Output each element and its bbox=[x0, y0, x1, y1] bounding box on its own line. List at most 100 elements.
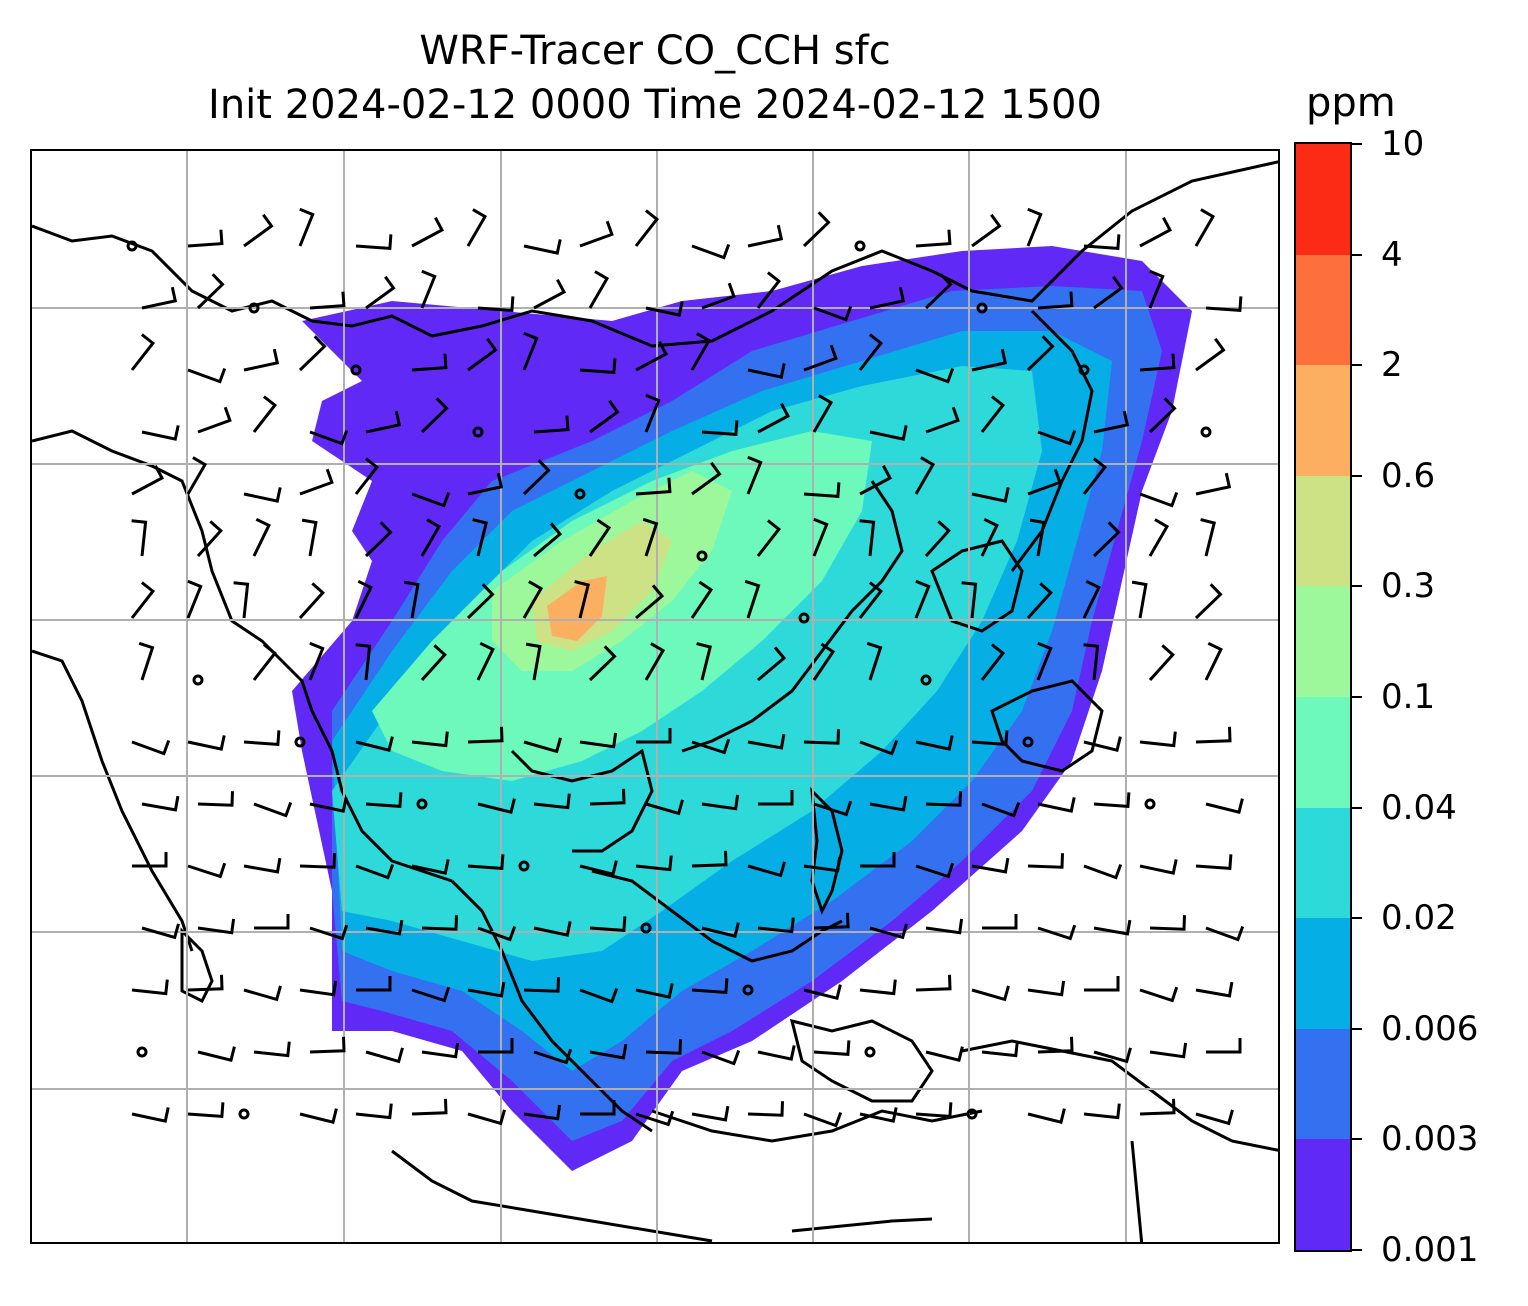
wind-barb bbox=[477, 798, 516, 815]
wind-barb bbox=[971, 730, 1009, 747]
wind-barb bbox=[355, 1103, 393, 1120]
wind-barb bbox=[1148, 269, 1165, 309]
colorbar-tick bbox=[1352, 1027, 1362, 1030]
wind-barb bbox=[757, 917, 795, 934]
wind-barb bbox=[869, 425, 908, 441]
wind-barb bbox=[1149, 915, 1186, 931]
wind-barb bbox=[356, 976, 392, 992]
wind-barb bbox=[411, 491, 451, 508]
wind-barb bbox=[1027, 980, 1066, 997]
wind-barb bbox=[579, 358, 617, 375]
wind-barb bbox=[420, 644, 447, 682]
wind-barb bbox=[1195, 854, 1233, 871]
wind-barb bbox=[859, 979, 897, 996]
wind-barb bbox=[971, 985, 1010, 1002]
wind-barb bbox=[533, 278, 567, 310]
wind-barb bbox=[691, 850, 728, 868]
wind-barb bbox=[635, 855, 673, 872]
wind-barb bbox=[589, 1043, 628, 1060]
wind-barb bbox=[914, 456, 936, 495]
colorbar-tick-label: 0.6 bbox=[1381, 455, 1436, 496]
wind-barb bbox=[635, 477, 672, 496]
wind-barb bbox=[365, 919, 404, 936]
wind-barb bbox=[243, 730, 281, 747]
map-title-line1: WRF-Tracer CO_CCH sfc bbox=[419, 28, 891, 74]
wind-barb bbox=[747, 1101, 784, 1117]
colorbar-tick bbox=[1352, 806, 1362, 809]
wind-barb bbox=[131, 739, 171, 756]
wind-barb bbox=[802, 211, 831, 248]
wind-barb bbox=[141, 425, 180, 441]
wind-barb bbox=[420, 397, 449, 434]
wind-barb bbox=[467, 1109, 506, 1126]
wind-barb bbox=[411, 1098, 448, 1116]
wind-barb bbox=[701, 420, 739, 437]
wind-barb bbox=[309, 924, 349, 941]
calm-wind-marker bbox=[472, 426, 484, 438]
wind-barb bbox=[860, 852, 896, 868]
wind-barb bbox=[1083, 1103, 1121, 1120]
wind-barb bbox=[756, 271, 782, 309]
wind-barb bbox=[523, 977, 560, 993]
wind-barb bbox=[298, 207, 315, 247]
wind-barb bbox=[1082, 579, 1101, 619]
colorbar-segment bbox=[1296, 807, 1350, 919]
colorbar-tick-label: 0.3 bbox=[1381, 566, 1436, 607]
colorbar-segment bbox=[1296, 918, 1350, 1029]
map-panel[interactable] bbox=[30, 149, 1280, 1244]
wind-barb bbox=[971, 857, 1010, 874]
colorbar-tick bbox=[1352, 143, 1362, 145]
calm-wind-marker bbox=[1022, 736, 1034, 748]
wind-barb bbox=[1037, 291, 1074, 310]
wind-barb bbox=[1037, 924, 1077, 941]
wind-barb bbox=[701, 282, 736, 310]
wind-barbs bbox=[126, 207, 1245, 1128]
wind-barb bbox=[466, 583, 495, 620]
wind-barb bbox=[1027, 468, 1062, 496]
colorbar-tick bbox=[1352, 474, 1362, 477]
wind-barb bbox=[636, 728, 672, 744]
wind-barb bbox=[982, 914, 1018, 930]
wind-barb bbox=[980, 643, 1006, 681]
wind-barb bbox=[411, 731, 449, 748]
wind-barb bbox=[589, 399, 620, 434]
wind-barb bbox=[803, 729, 840, 745]
wind-barb bbox=[812, 517, 829, 557]
colorbar-tick-label: 2 bbox=[1381, 345, 1403, 386]
wind-barb bbox=[645, 301, 684, 317]
wind-barb bbox=[253, 801, 293, 818]
wind-barb bbox=[1139, 731, 1177, 748]
contour-0-6 bbox=[547, 576, 607, 641]
wind-barb bbox=[467, 981, 506, 998]
wind-barb bbox=[309, 797, 348, 813]
wind-barb bbox=[747, 861, 786, 878]
wind-barb bbox=[1206, 1038, 1242, 1054]
calm-wind-marker bbox=[136, 1046, 148, 1058]
wind-barb bbox=[243, 348, 280, 372]
colorbar-segment bbox=[1296, 586, 1350, 698]
wind-barb bbox=[187, 229, 224, 248]
calm-wind-marker bbox=[966, 1108, 978, 1120]
wind-barb bbox=[701, 794, 740, 811]
wind-barb bbox=[467, 726, 504, 744]
wind-barb bbox=[971, 348, 1008, 372]
wind-barb bbox=[299, 468, 334, 496]
wind-barb bbox=[914, 579, 931, 619]
wind-barb bbox=[1148, 518, 1170, 557]
wind-barb bbox=[411, 216, 445, 248]
wind-barb bbox=[243, 213, 274, 248]
wind-barb bbox=[588, 645, 617, 682]
wind-barb bbox=[1092, 521, 1121, 558]
wind-barb bbox=[365, 1047, 404, 1064]
wind-barb bbox=[744, 579, 761, 619]
wind-barb bbox=[971, 213, 1002, 248]
wind-barb bbox=[421, 915, 458, 931]
wind-barb bbox=[477, 925, 517, 942]
wind-barb bbox=[859, 519, 876, 557]
wind-barb bbox=[299, 980, 338, 997]
wind-barb bbox=[691, 461, 722, 496]
wind-barb bbox=[186, 456, 208, 495]
wind-barb bbox=[132, 852, 168, 868]
wind-barb bbox=[355, 736, 394, 753]
wind-barb bbox=[1148, 644, 1175, 682]
